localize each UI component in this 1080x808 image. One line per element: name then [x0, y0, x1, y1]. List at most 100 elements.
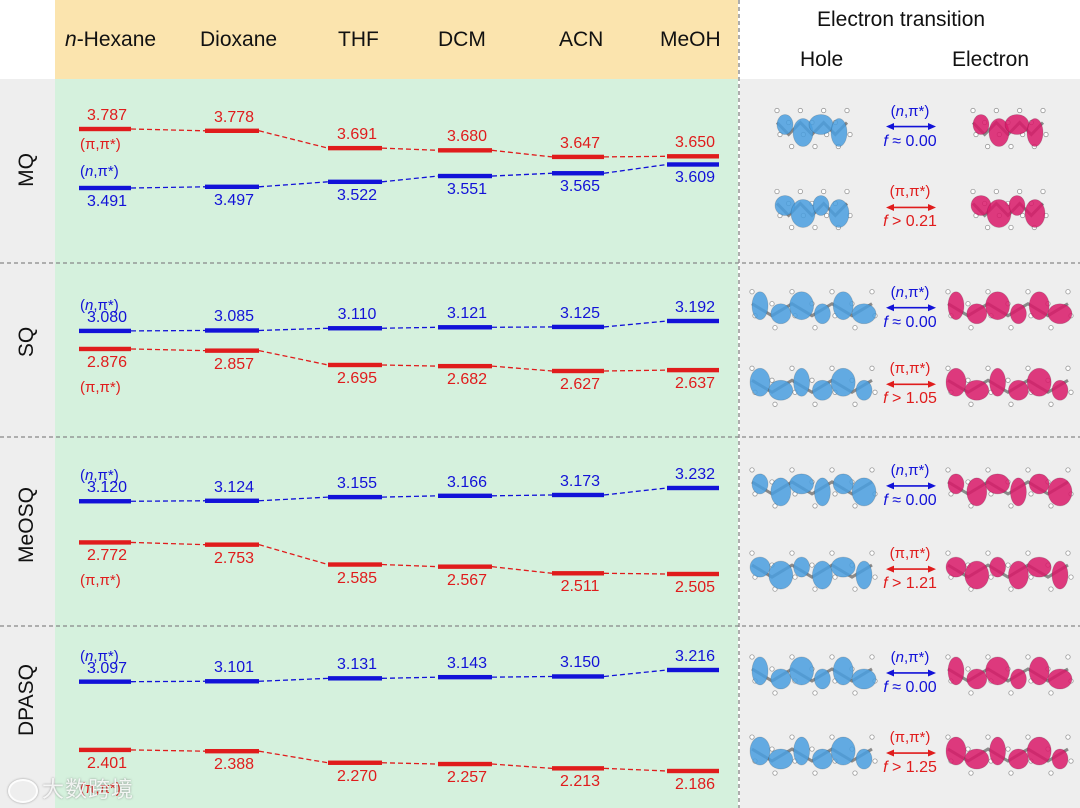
energy-level-bar — [79, 747, 131, 753]
header-solvent-acn: ACN — [559, 28, 604, 51]
hole-orbital-image — [749, 734, 878, 776]
arrow-head-right — [928, 482, 936, 490]
level-value-label: 3.551 — [446, 181, 488, 199]
energy-level-bar — [79, 346, 131, 352]
energy-level-bar — [205, 679, 259, 684]
level-value-label: 3.522 — [336, 186, 378, 204]
level-connector — [381, 364, 439, 367]
electron-orbital-image — [945, 467, 1074, 509]
oscillator-strength-label: f > 1.05 — [883, 390, 937, 408]
level-connector — [381, 676, 439, 679]
level-value-label: 3.080 — [86, 308, 128, 326]
energy-level-bar — [552, 368, 604, 374]
level-value-label: 3.491 — [86, 193, 128, 210]
level-connector — [130, 749, 206, 752]
transition-type-label: (n,π*) — [890, 461, 930, 479]
energy-level-bar — [438, 674, 492, 680]
arrow-head-left — [886, 565, 894, 573]
header-solvent-thf: THF — [338, 28, 379, 51]
energy-level-bar — [438, 325, 492, 330]
energy-level-bar — [667, 667, 719, 673]
energy-level-bar — [667, 154, 719, 159]
energy-level-bar — [438, 173, 492, 179]
arrow-head-right — [928, 669, 936, 677]
oscillator-strength-label: f ≈ 0.00 — [883, 678, 937, 696]
energy-level-bar — [552, 674, 604, 679]
energy-level-bar — [328, 562, 382, 567]
level-value-label: 2.695 — [336, 369, 378, 387]
level-value-label: 2.772 — [86, 547, 128, 565]
oscillator-strength-label: f > 1.25 — [883, 759, 937, 777]
hole-orbital-image — [774, 107, 853, 150]
hole-orbital-image — [749, 550, 878, 592]
level-value-label: 3.121 — [446, 305, 488, 323]
level-connector — [491, 494, 553, 497]
energy-level-bar — [328, 676, 382, 681]
oscillator-strength-label: f ≈ 0.00 — [883, 313, 937, 331]
electron-orbital-image — [945, 654, 1074, 696]
level-connector — [130, 348, 206, 352]
energy-level-bar — [205, 748, 259, 754]
level-connector — [603, 369, 668, 372]
state-symbol: (π,π*) — [80, 779, 121, 797]
arrow-head-left — [886, 669, 894, 677]
state-symbol: (π,π*) — [80, 136, 121, 153]
level-connector — [258, 130, 329, 149]
energy-level-bar — [438, 564, 492, 569]
level-value-label: 3.778 — [213, 108, 255, 126]
arrow-head-right — [928, 203, 936, 211]
level-value-label: 3.609 — [674, 169, 716, 187]
energy-level-bar — [667, 485, 719, 491]
header-solvent-dcm: DCM — [438, 28, 486, 51]
hole-orbital-image — [749, 467, 878, 509]
level-connector — [381, 762, 439, 765]
hole-orbital-image — [749, 289, 878, 331]
arrow-head-left — [886, 304, 894, 312]
energy-level-bar — [552, 171, 604, 176]
state-symbol: (n,π*) — [80, 163, 119, 180]
level-connector — [491, 172, 553, 177]
level-connector — [258, 350, 329, 366]
energy-level-bar — [328, 760, 382, 765]
energy-level-bar — [667, 367, 719, 373]
level-value-label: 3.787 — [86, 107, 128, 124]
level-value-label: 2.511 — [560, 578, 600, 596]
energy-level-bar — [205, 128, 259, 133]
level-value-label: 2.567 — [446, 571, 488, 589]
energy-level-bar — [552, 766, 604, 771]
level-value-label: 3.565 — [559, 178, 601, 196]
transition-type-label: (n,π*) — [890, 102, 930, 120]
energy-level-bar — [79, 679, 131, 684]
header-solvent-dioxane: Dioxane — [200, 28, 278, 51]
transition-type-label: (n,π*) — [890, 283, 930, 301]
energy-level-bar — [552, 492, 604, 498]
level-connector — [603, 155, 668, 158]
energy-level-bar — [552, 324, 604, 330]
oscillator-strength-label: f ≈ 0.00 — [883, 132, 937, 150]
level-connector — [603, 669, 668, 678]
transition-type-label: (π,π*) — [889, 360, 931, 378]
level-value-label: 3.150 — [559, 654, 601, 672]
electron-orbital-image — [945, 550, 1074, 592]
energy-level-bar — [205, 328, 259, 333]
level-value-label: 3.680 — [446, 128, 488, 146]
energy-level-bar — [328, 494, 382, 500]
level-value-label: 2.257 — [446, 769, 488, 787]
level-value-label: 3.110 — [337, 306, 377, 324]
level-value-label: 2.388 — [213, 756, 255, 774]
energy-level-bar — [79, 540, 131, 545]
level-connector — [258, 750, 329, 764]
level-value-label: 3.101 — [213, 659, 255, 677]
hole-orbital-image — [749, 365, 878, 407]
energy-level-bar — [79, 185, 131, 191]
energy-level-bar — [205, 184, 259, 190]
level-value-label: 3.120 — [86, 479, 128, 497]
level-connector — [491, 365, 553, 372]
oscillator-strength-label: f > 0.21 — [883, 213, 937, 231]
electron-column-label: Electron — [952, 48, 1030, 71]
level-connector — [381, 495, 439, 498]
electron-orbital-image — [945, 365, 1074, 407]
level-connector — [258, 181, 329, 188]
level-value-label: 2.585 — [336, 569, 378, 587]
